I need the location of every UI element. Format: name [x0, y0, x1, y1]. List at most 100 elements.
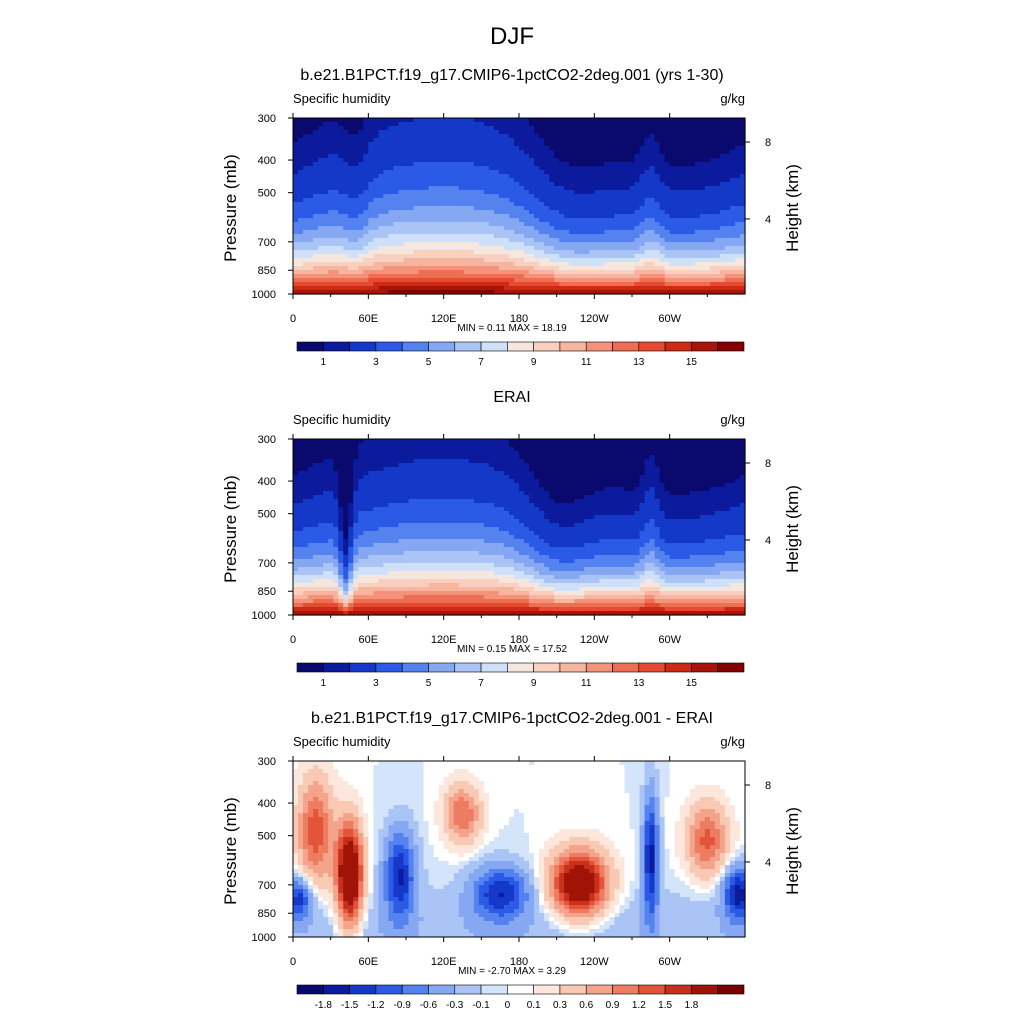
contour-cell [338, 471, 344, 476]
contour-cell [579, 290, 585, 295]
contour-cell [519, 274, 525, 279]
contour-cell [589, 162, 595, 167]
contour-cell [519, 150, 525, 155]
contour-cell [569, 194, 575, 199]
contour-cell [639, 451, 646, 456]
contour-cell [579, 138, 585, 143]
contour-cell [629, 455, 636, 460]
contour-cell [589, 174, 595, 179]
contour-cell [554, 463, 560, 468]
contour-cell [388, 126, 395, 131]
contour-cell [443, 118, 450, 123]
contour-cell [684, 206, 691, 211]
contour-cell [458, 282, 465, 287]
contour-cell [298, 238, 304, 243]
contour-cell [378, 202, 384, 207]
contour-cell [719, 190, 726, 195]
contour-cell [689, 126, 696, 131]
contour-cell [669, 182, 676, 187]
contour-cell [564, 166, 570, 171]
contour-cell [589, 190, 595, 195]
contour-cell [719, 471, 726, 476]
contour-cell [524, 278, 530, 283]
contour-cell [684, 459, 691, 464]
contour-cell [513, 226, 520, 231]
contour-cell [493, 278, 500, 283]
contour-cell [649, 250, 656, 255]
contour-cell [473, 475, 480, 480]
contour-cell [564, 258, 570, 263]
contour-cell [293, 286, 299, 291]
contour-cell [418, 258, 425, 263]
contour-cell [513, 138, 520, 143]
contour-cell [584, 174, 590, 179]
contour-cell [373, 138, 379, 143]
contour-cell [373, 142, 379, 147]
contour-cell [574, 138, 580, 143]
contour-cell [634, 443, 641, 448]
contour-cell [729, 443, 736, 448]
contour-cell [554, 455, 560, 460]
contour-cell [724, 130, 731, 135]
contour-cell [373, 166, 379, 171]
contour-cell [614, 467, 621, 472]
contour-cell [609, 122, 616, 127]
contour-cell [333, 126, 339, 131]
contour-cell [433, 282, 440, 287]
contour-cell [734, 222, 741, 227]
contour-cell [724, 254, 731, 259]
contour-cell [709, 226, 716, 231]
contour-cell [438, 459, 445, 464]
contour-cell [544, 258, 550, 263]
contour-cell [483, 178, 490, 183]
contour-cell [544, 455, 550, 460]
contour-cell [569, 246, 575, 251]
contour-cell [659, 150, 666, 155]
contour-cell [574, 278, 580, 283]
contour-cell [498, 142, 505, 147]
contour-cell [323, 154, 329, 159]
contour-cell [333, 182, 339, 187]
contour-cell [664, 278, 671, 283]
contour-cell [579, 118, 585, 123]
contour-cell [348, 142, 354, 147]
contour-cell [408, 186, 415, 191]
contour-cell [363, 198, 369, 203]
contour-cell [589, 270, 595, 275]
contour-cell [564, 150, 570, 155]
contour-cell [614, 154, 621, 159]
contour-cell [579, 162, 585, 167]
contour-cell [343, 242, 349, 247]
contour-cell [463, 162, 470, 167]
contour-cell [383, 194, 390, 199]
contour-cell [503, 194, 510, 199]
contour-cell [468, 182, 475, 187]
contour-cell [554, 226, 560, 231]
contour-cell [564, 138, 570, 143]
contour-cell [564, 126, 570, 131]
contour-cell [719, 234, 726, 239]
contour-cell [664, 130, 671, 135]
contour-cell [519, 443, 525, 448]
contour-cell [448, 242, 455, 247]
contour-cell [478, 238, 485, 243]
contour-cell [428, 186, 435, 191]
contour-cell [493, 266, 500, 271]
contour-cell [529, 443, 535, 448]
contour-cell [308, 134, 314, 139]
contour-cell [569, 459, 575, 464]
contour-cell [609, 142, 616, 147]
contour-cell [539, 130, 545, 135]
contour-cell [674, 463, 681, 468]
contour-cell [493, 154, 500, 159]
contour-cell [599, 138, 605, 143]
contour-cell [664, 286, 671, 291]
contour-cell [298, 479, 304, 484]
contour-cell [388, 154, 395, 159]
contour-cell [609, 154, 616, 159]
contour-cell [534, 447, 540, 452]
contour-cell [719, 146, 726, 151]
contour-cell [534, 178, 540, 183]
contour-cell [398, 447, 405, 452]
contour-cell [604, 174, 610, 179]
